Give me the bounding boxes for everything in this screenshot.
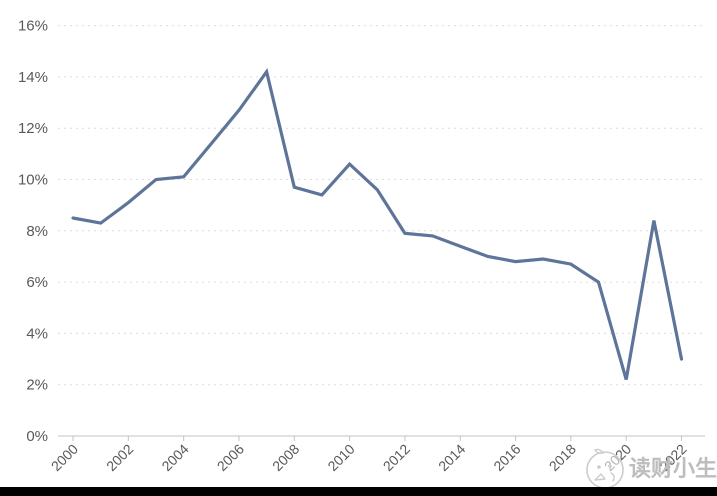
y-axis-tick-label: 2% <box>26 377 48 394</box>
y-axis-tick-label: 6% <box>26 274 48 291</box>
y-axis-tick-label: 16% <box>18 18 48 35</box>
x-axis-tick-label: 2010 <box>324 441 357 474</box>
x-axis-tick-label: 2016 <box>490 441 523 474</box>
data-series-line <box>71 68 684 381</box>
x-axis-tick-label: 2012 <box>380 441 413 474</box>
x-axis-tick-label: 2002 <box>103 441 136 474</box>
x-axis-tick-label: 2000 <box>48 441 81 474</box>
y-axis-tick-label: 14% <box>18 69 48 86</box>
bottom-black-bar <box>0 487 717 496</box>
x-axis-tick-label: 2004 <box>158 441 191 474</box>
x-axis-tick-label: 2014 <box>435 441 468 474</box>
x-axis-tick-label: 2020 <box>601 441 634 474</box>
x-axis-tick-label: 2008 <box>269 441 302 474</box>
y-axis-tick-label: 0% <box>26 428 48 445</box>
x-axis-tick-label: 2022 <box>656 441 689 474</box>
y-axis-tick-label: 12% <box>18 120 48 137</box>
x-axis-tick-label: 2006 <box>214 441 247 474</box>
y-axis-tick-label: 10% <box>18 172 48 189</box>
y-axis-tick-label: 4% <box>26 325 48 342</box>
x-axis-tick-label: 2018 <box>546 441 579 474</box>
y-axis-tick-label: 8% <box>26 223 48 240</box>
